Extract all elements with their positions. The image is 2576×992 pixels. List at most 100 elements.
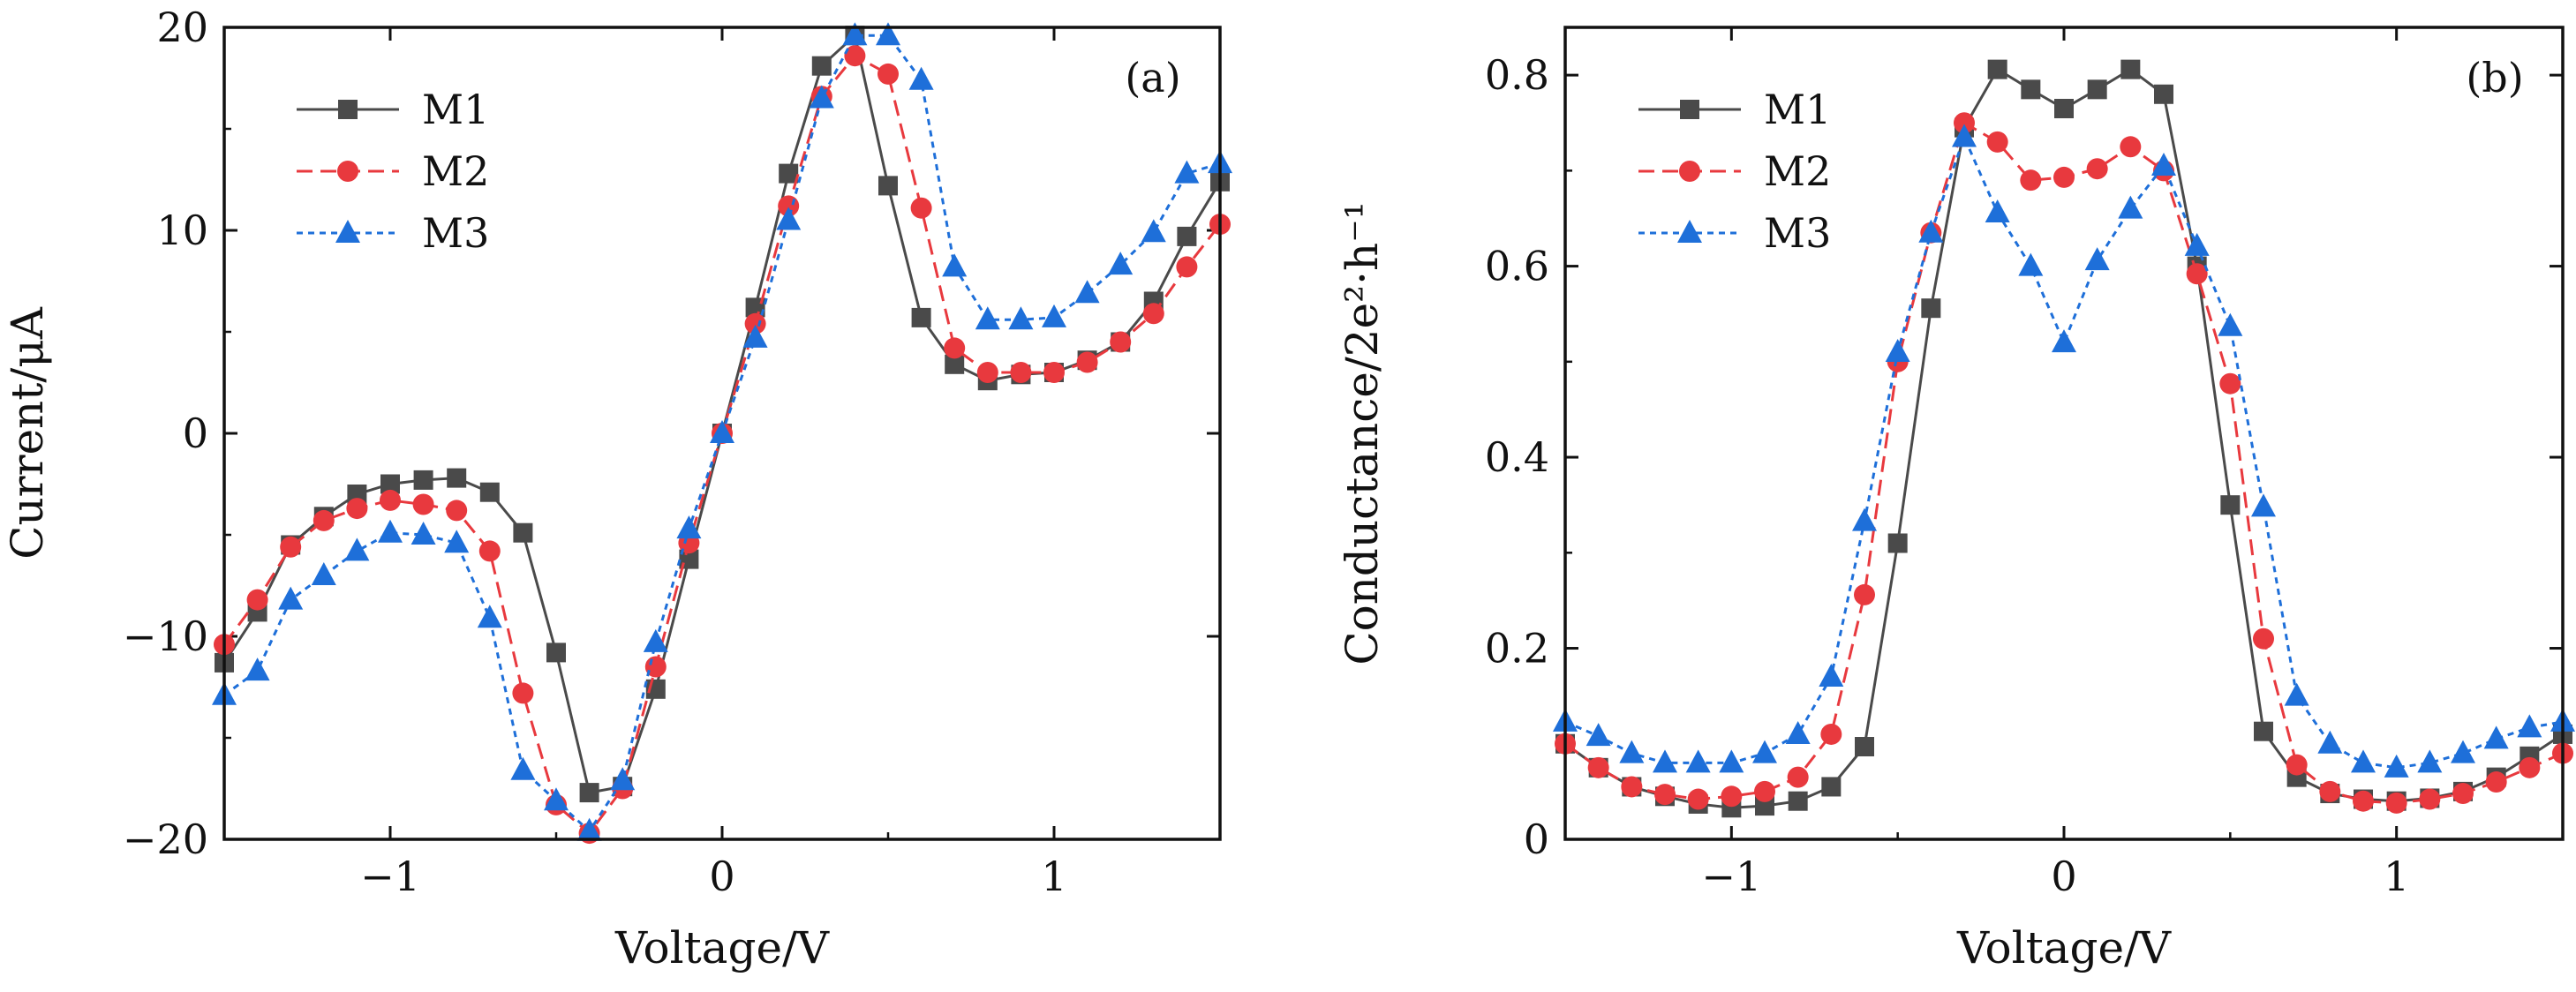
data-point-m3 bbox=[411, 522, 436, 545]
data-point-m1 bbox=[2087, 79, 2107, 100]
data-point-m1 bbox=[1788, 791, 1808, 811]
series-line-m2 bbox=[1564, 120, 2564, 805]
data-point-m3 bbox=[1952, 124, 1977, 147]
data-point-m2 bbox=[1043, 362, 1065, 383]
data-point-m3 bbox=[942, 253, 968, 277]
panel-label: (a) bbox=[1125, 54, 1180, 101]
legend-item-m2: M2 bbox=[297, 147, 489, 195]
data-point-m1 bbox=[945, 354, 965, 374]
y-tick-label: −20 bbox=[123, 815, 208, 863]
data-point-m3 bbox=[1586, 723, 1611, 747]
data-point-m3 bbox=[2084, 247, 2110, 271]
data-point-m2 bbox=[1986, 131, 2008, 153]
series-m2 bbox=[1555, 112, 2573, 814]
data-point-m3 bbox=[975, 306, 1000, 330]
legend-item-m3: M3 bbox=[1638, 209, 1831, 257]
data-point-m2 bbox=[2053, 166, 2075, 188]
data-point-m3 bbox=[1685, 749, 1711, 773]
data-point-m3 bbox=[1985, 199, 2010, 222]
legend-item-m3: M3 bbox=[297, 209, 489, 257]
series-m3 bbox=[212, 22, 1232, 841]
data-point-m2 bbox=[744, 312, 766, 334]
x-tick-label: −1 bbox=[360, 853, 420, 900]
data-point-m3 bbox=[1819, 664, 1844, 687]
data-point-m2 bbox=[944, 337, 966, 359]
data-point-m2 bbox=[1754, 780, 1775, 802]
data-point-m1 bbox=[911, 307, 931, 327]
data-point-m3 bbox=[477, 605, 502, 628]
data-point-m3 bbox=[1108, 252, 1134, 275]
data-point-m2 bbox=[1010, 362, 1032, 383]
data-point-m3 bbox=[1042, 304, 1066, 327]
data-point-m2 bbox=[910, 197, 932, 219]
legend-marker bbox=[338, 100, 358, 119]
data-point-m2 bbox=[1110, 331, 1132, 353]
legend-item-m2: M2 bbox=[1638, 147, 1831, 195]
data-point-m1 bbox=[546, 643, 566, 663]
data-point-m2 bbox=[1954, 112, 1975, 134]
data-point-m2 bbox=[313, 509, 335, 531]
y-tick-label: −10 bbox=[123, 612, 208, 660]
y-tick-label: 0.2 bbox=[1485, 625, 1549, 673]
data-point-m3 bbox=[742, 324, 768, 348]
x-tick-label: 0 bbox=[2051, 853, 2076, 900]
series-m1 bbox=[215, 26, 1230, 803]
y-tick-label: 0 bbox=[183, 410, 208, 457]
data-point-m2 bbox=[1654, 784, 1676, 806]
x-axis-label: Voltage/V bbox=[614, 922, 830, 973]
data-point-m3 bbox=[2218, 312, 2243, 336]
data-point-m3 bbox=[2417, 749, 2443, 773]
data-point-m3 bbox=[876, 22, 900, 46]
legend-label: M1 bbox=[422, 86, 489, 133]
data-point-m3 bbox=[378, 519, 403, 543]
data-point-m3 bbox=[1141, 219, 1166, 243]
data-point-m2 bbox=[2020, 169, 2042, 192]
series-line-m3 bbox=[1564, 133, 2564, 770]
data-point-m2 bbox=[1687, 788, 1709, 810]
y-tick-label: 0 bbox=[1524, 815, 1549, 863]
data-point-m3 bbox=[2483, 725, 2509, 749]
data-point-m1 bbox=[2220, 495, 2241, 515]
data-point-m1 bbox=[579, 783, 599, 803]
data-point-m1 bbox=[1921, 298, 1941, 319]
y-tick-label: 0.8 bbox=[1485, 51, 1549, 99]
data-point-m3 bbox=[1008, 306, 1034, 330]
data-point-m2 bbox=[1721, 785, 1743, 808]
data-point-m2 bbox=[2385, 792, 2407, 814]
data-point-m2 bbox=[1820, 723, 1842, 745]
data-point-m2 bbox=[1076, 351, 1098, 373]
data-point-m3 bbox=[2151, 152, 2176, 176]
series-line-m1 bbox=[222, 33, 1222, 794]
data-point-m3 bbox=[344, 537, 370, 561]
x-tick-label: −1 bbox=[1701, 853, 1761, 900]
data-point-m2 bbox=[346, 498, 368, 520]
legend-label: M3 bbox=[422, 209, 489, 257]
x-tick-label: 1 bbox=[1041, 853, 1066, 900]
data-point-m3 bbox=[510, 756, 536, 780]
data-point-m3 bbox=[676, 515, 702, 539]
legend-label: M3 bbox=[1764, 209, 1831, 257]
data-point-m1 bbox=[479, 482, 500, 502]
data-point-m1 bbox=[779, 163, 799, 184]
data-point-m2 bbox=[380, 489, 401, 511]
data-point-m1 bbox=[447, 468, 467, 488]
data-point-m1 bbox=[2021, 79, 2041, 100]
data-point-m2 bbox=[1854, 583, 1875, 605]
data-point-m1 bbox=[2254, 721, 2273, 741]
data-point-m1 bbox=[1755, 796, 1774, 816]
data-point-m2 bbox=[1621, 776, 1643, 798]
data-point-m3 bbox=[2052, 329, 2076, 353]
data-point-m3 bbox=[2451, 740, 2475, 763]
data-point-m3 bbox=[2517, 714, 2542, 738]
data-point-m3 bbox=[643, 628, 668, 652]
data-point-m3 bbox=[1619, 740, 1645, 763]
data-point-m3 bbox=[1918, 219, 1944, 243]
plot-frame bbox=[222, 26, 1222, 841]
data-point-m2 bbox=[2120, 136, 2142, 158]
data-point-m1 bbox=[1821, 777, 1842, 797]
data-point-m2 bbox=[2253, 628, 2274, 650]
data-point-m1 bbox=[1987, 59, 2007, 79]
data-point-m2 bbox=[246, 589, 268, 611]
data-point-m3 bbox=[2251, 493, 2276, 517]
